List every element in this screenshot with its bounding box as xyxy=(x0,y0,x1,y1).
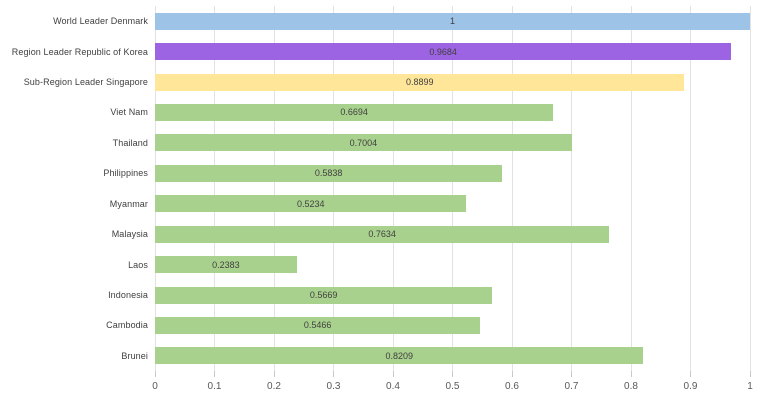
bar-row: 0.5838 xyxy=(155,158,750,188)
bar-region-leader-republic-of-korea: 0.9684 xyxy=(155,43,732,61)
bar-row: 0.5234 xyxy=(155,189,750,219)
tick-mark xyxy=(214,371,215,377)
category-label-cambodia: Cambodia xyxy=(106,320,148,331)
category-label-sub-region-leader-singapore: Sub-Region Leader Singapore xyxy=(23,77,148,88)
bar-row: 0.7634 xyxy=(155,219,750,249)
x-tick-label: 1 xyxy=(747,381,753,392)
x-tick-label: 0.4 xyxy=(386,381,400,392)
bar-value-label: 0.9684 xyxy=(429,46,457,57)
gridline xyxy=(511,6,513,371)
tick-mark xyxy=(690,371,691,377)
x-tick-label: 0.9 xyxy=(683,381,698,392)
gridline xyxy=(630,6,632,371)
bar-world-leader-denmark: 1 xyxy=(155,12,750,30)
category-label-philippines: Philippines xyxy=(103,168,148,179)
category-label-indonesia: Indonesia xyxy=(108,290,148,300)
gridline xyxy=(749,6,751,371)
category-label-region-leader-republic-of-korea: Region Leader Republic of Korea xyxy=(11,46,148,57)
category-label-laos: Laos xyxy=(128,259,148,270)
bar-value-label: 0.8209 xyxy=(385,350,413,361)
bar-philippines: 0.5838 xyxy=(155,164,503,182)
x-tick-label: 0.5 xyxy=(445,381,460,392)
bar-row: 0.5669 xyxy=(155,280,750,310)
category-label-world-leader-denmark: World Leader Denmark xyxy=(53,16,148,27)
gridline xyxy=(392,6,394,371)
tick-mark xyxy=(273,371,275,377)
tick-mark xyxy=(452,371,453,377)
bar-value-label: 0.5466 xyxy=(303,320,332,331)
gridline xyxy=(690,6,691,371)
plot-area: 1 0.9684 0.8899 0.6694 0.7004 0.5838 0.5234 0.7… xyxy=(154,6,751,371)
bar-value-label: 0.5838 xyxy=(314,168,343,179)
bar-row: 0.6694 xyxy=(155,97,750,127)
x-tick-label: 0.6 xyxy=(505,381,519,392)
bar-value-label: 0.6694 xyxy=(340,107,368,118)
x-tick-label: 0.1 xyxy=(207,381,222,392)
category-label-brunei: Brunei xyxy=(121,350,148,361)
bar-cambodia: 0.5466 xyxy=(155,316,481,334)
bar-row: 1 xyxy=(155,6,750,36)
category-axis: World Leader Denmark Region Leader Republ… xyxy=(0,6,148,371)
x-tick-label: 0.8 xyxy=(624,381,638,392)
bar-row: 0.7004 xyxy=(155,128,750,158)
bar-value-label: 0.5234 xyxy=(296,198,325,209)
category-label-myanmar: Myanmar xyxy=(109,198,148,209)
gridline xyxy=(333,6,334,371)
bar-value-label: 0.8899 xyxy=(405,77,434,88)
tick-mark xyxy=(333,371,334,377)
bar-brunei: 0.8209 xyxy=(155,347,644,365)
tick-mark xyxy=(154,371,156,377)
tick-mark xyxy=(630,371,632,377)
gridline xyxy=(273,6,275,371)
category-label-malaysia: Malaysia xyxy=(111,229,148,240)
bar-laos: 0.2383 xyxy=(155,256,297,274)
x-tick-label: 0.7 xyxy=(564,381,579,392)
tick-mark xyxy=(749,371,751,377)
gridline xyxy=(214,6,215,371)
bar-value-label: 0.7634 xyxy=(368,229,396,240)
gridline xyxy=(154,6,156,371)
bar-row: 0.5466 xyxy=(155,310,750,340)
bar-row: 0.9684 xyxy=(155,36,750,66)
bar-viet-nam: 0.6694 xyxy=(155,103,554,121)
x-axis: 0 0.1 0.2 0.3 0.4 0.5 0.6 0.7 0.8 0.9 1 xyxy=(152,371,753,400)
tick-mark xyxy=(392,371,394,377)
category-label-thailand: Thailand xyxy=(112,137,148,148)
tick-mark xyxy=(511,371,513,377)
category-label-viet-nam: Viet Nam xyxy=(110,107,148,118)
x-tick-label: 0.3 xyxy=(326,381,341,392)
bar-myanmar: 0.5234 xyxy=(155,195,467,213)
bar-value-label: 0.2383 xyxy=(212,259,240,270)
bar-series: 1 0.9684 0.8899 0.6694 0.7004 0.5838 0.5234 0.7… xyxy=(155,6,750,371)
bar-value-label: 0.5669 xyxy=(309,290,338,300)
bar-row: 0.8209 xyxy=(155,341,750,371)
bar-value-label: 0.7004 xyxy=(349,137,378,148)
bar-sub-region-leader-singapore: 0.8899 xyxy=(155,73,685,91)
bar-row: 0.2383 xyxy=(155,249,750,279)
bar-indonesia: 0.5669 xyxy=(155,286,493,304)
bar-thailand: 0.7004 xyxy=(155,134,572,152)
gridline xyxy=(571,6,572,371)
bar-malaysia: 0.7634 xyxy=(155,225,610,243)
bar-row: 0.8899 xyxy=(155,67,750,97)
bar-value-label: 1 xyxy=(449,16,455,27)
tick-mark xyxy=(571,371,572,377)
x-tick-label: 0.2 xyxy=(267,381,281,392)
gridline xyxy=(452,6,453,371)
x-tick-label: 0 xyxy=(152,381,158,392)
